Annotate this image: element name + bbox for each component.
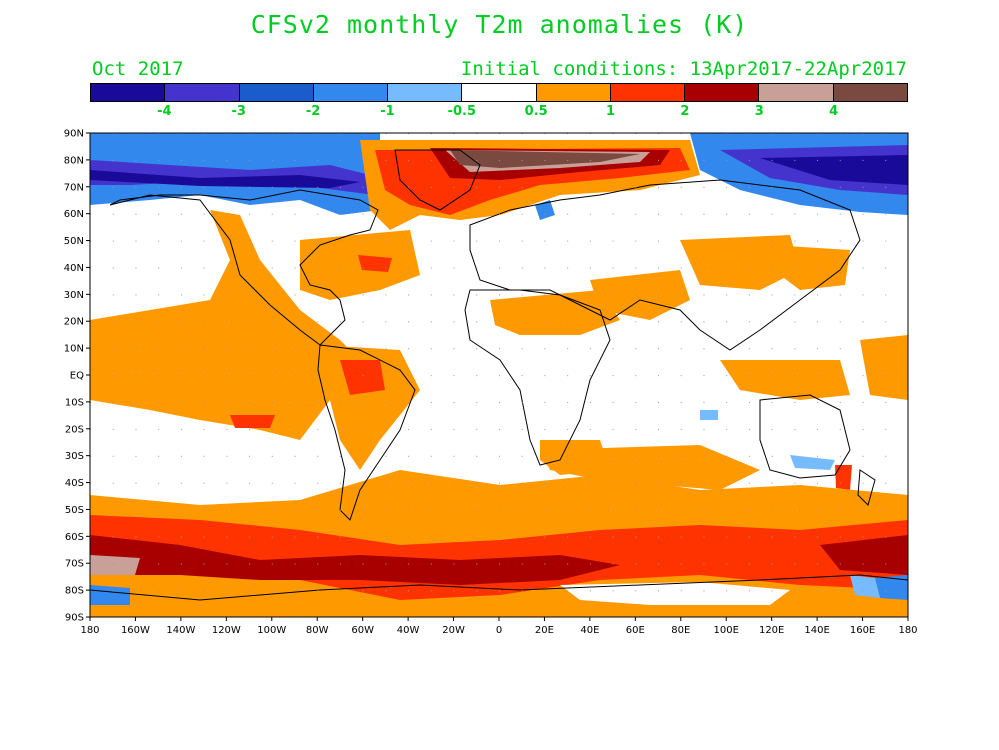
colorbar-label: -1 <box>380 104 395 119</box>
longitude-label: 60W <box>351 625 374 636</box>
longitude-label: 60E <box>626 625 645 636</box>
latitude-label: 20S <box>65 424 84 435</box>
colorbar-label: -2 <box>305 104 321 119</box>
colorbar-swatch <box>610 84 686 101</box>
colorbar-swatch <box>462 84 537 101</box>
colorbar-swatch <box>388 84 463 101</box>
longitude-labels: 180 160W 140W 120W 100W 80W 60W 40W 20W 0 20E 40E 60… <box>80 625 917 636</box>
initial-conditions-label: Initial conditions: 13Apr2017-22Apr2017 <box>460 58 907 80</box>
colorbar-swatch <box>239 84 314 101</box>
latitude-label: 70N <box>64 182 84 193</box>
colorbar-label: 3 <box>754 104 764 119</box>
latitude-label: 10N <box>64 344 84 355</box>
latitude-label: 70S <box>65 559 84 570</box>
latitude-label: 10S <box>65 397 84 408</box>
longitude-label: 120W <box>212 625 241 636</box>
latitude-label: 60S <box>65 532 84 543</box>
axis-ticks <box>86 132 909 621</box>
longitude-label: 20E <box>535 625 554 636</box>
colorbar-label: 2 <box>680 104 690 119</box>
latitude-label: 30N <box>64 290 84 301</box>
colorbar-swatch <box>313 84 389 101</box>
latitude-label: 20N <box>64 317 84 328</box>
latitude-labels: 90N 80N 70N 60N 50N 40N 30N 20N 10N EQ 10S 20S 30S 40… <box>64 129 84 624</box>
longitude-label: 80E <box>671 625 690 636</box>
longitude-label: 140W <box>166 625 195 636</box>
colorbar-swatch <box>759 84 834 101</box>
latitude-label: 40S <box>65 478 84 489</box>
longitude-label: 140E <box>804 625 829 636</box>
longitude-label: 100W <box>257 625 286 636</box>
map-plot-area <box>90 133 908 617</box>
latitude-label: 40N <box>64 263 84 274</box>
longitude-label: 120E <box>759 625 784 636</box>
colorbar <box>90 83 908 102</box>
colorbar-swatch <box>91 84 166 101</box>
colorbar-label: 1 <box>606 104 616 119</box>
longitude-label: 40W <box>397 625 420 636</box>
colorbar-label: -4 <box>157 104 172 119</box>
longitude-label: 160W <box>121 625 150 636</box>
longitude-label: 160E <box>850 625 875 636</box>
latitude-label: EQ <box>70 371 84 382</box>
colorbar-label: 4 <box>829 104 839 119</box>
colorbar-labels: -4 -3 -2 -1 -0.5 0.5 1 2 3 4 <box>90 104 908 120</box>
colorbar-swatch <box>536 84 611 101</box>
longitude-label: 20W <box>442 625 465 636</box>
graticule-dots <box>90 133 908 617</box>
colorbar-swatch <box>833 84 907 101</box>
latitude-label: 50N <box>64 236 84 247</box>
latitude-label: 90S <box>65 613 84 624</box>
latitude-label: 80S <box>65 586 84 597</box>
latitude-label: 50S <box>65 505 84 516</box>
latitude-label: 30S <box>65 451 84 462</box>
latitude-label: 60N <box>64 209 84 220</box>
latitude-label: 90N <box>64 129 84 140</box>
longitude-label: 0 <box>496 625 502 636</box>
longitude-label: 180 <box>80 625 99 636</box>
valid-month-label: Oct 2017 <box>92 58 184 80</box>
colorbar-label: -0.5 <box>447 104 477 119</box>
colorbar-swatch <box>685 84 760 101</box>
colorbar-label: -3 <box>231 104 246 119</box>
latitude-label: 80N <box>64 155 84 166</box>
longitude-label: 40E <box>580 625 599 636</box>
longitude-label: 180 <box>898 625 917 636</box>
colorbar-label: 0.5 <box>524 104 548 119</box>
colorbar-swatch <box>165 84 240 101</box>
longitude-label: 80W <box>306 625 329 636</box>
longitude-label: 100E <box>714 625 739 636</box>
map-title: CFSv2 monthly T2m anomalies (K) <box>250 10 749 39</box>
